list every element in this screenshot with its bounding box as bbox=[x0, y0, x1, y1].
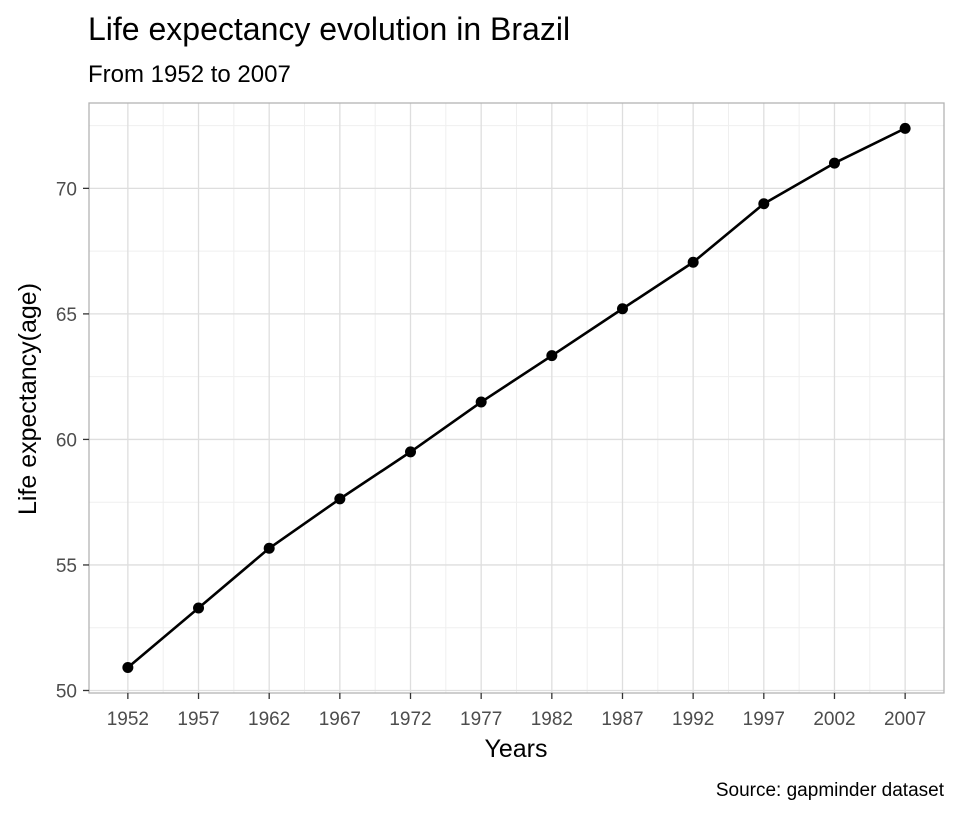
x-tick-label: 1957 bbox=[177, 709, 219, 730]
x-tick-label: 1962 bbox=[248, 709, 290, 730]
x-tick-label: 1992 bbox=[672, 709, 714, 730]
y-tick-label: 55 bbox=[56, 556, 77, 577]
plot-panel bbox=[88, 102, 945, 694]
chart-subtitle: From 1952 to 2007 bbox=[88, 61, 291, 88]
y-axis: 50 55 60 65 70 bbox=[56, 179, 89, 702]
x-tick-label: 2002 bbox=[813, 709, 855, 730]
chart-title: Life expectancy evolution in Brazil bbox=[88, 11, 570, 47]
data-point bbox=[758, 198, 770, 210]
data-point bbox=[122, 661, 134, 673]
data-point bbox=[687, 256, 699, 268]
data-point bbox=[899, 122, 911, 134]
x-tick-label: 1972 bbox=[389, 709, 431, 730]
data-point bbox=[334, 493, 346, 505]
data-point bbox=[263, 542, 275, 554]
data-point bbox=[828, 157, 840, 169]
x-tick-label: 2007 bbox=[884, 709, 926, 730]
grid-minor bbox=[89, 103, 944, 693]
x-axis-title: Years bbox=[484, 735, 547, 763]
x-tick-label: 1977 bbox=[460, 709, 502, 730]
x-tick-label: 1952 bbox=[107, 709, 149, 730]
data-point bbox=[616, 303, 628, 315]
data-point bbox=[546, 350, 558, 362]
y-tick-label: 65 bbox=[56, 305, 77, 326]
y-tick-label: 50 bbox=[56, 681, 77, 702]
x-axis: 1952 1957 1962 1967 1972 1977 1982 1987 1992 1997… bbox=[107, 693, 926, 730]
data-point bbox=[475, 396, 487, 408]
series-line bbox=[127, 127, 906, 669]
data-points bbox=[122, 122, 911, 673]
data-point bbox=[405, 446, 417, 458]
y-tick-label: 70 bbox=[56, 179, 77, 200]
data-point bbox=[193, 602, 205, 614]
panel-border bbox=[88, 102, 945, 694]
x-tick-label: 1987 bbox=[601, 709, 643, 730]
y-axis-title: Life expectancy(age) bbox=[14, 283, 42, 515]
x-tick-label: 1997 bbox=[743, 709, 785, 730]
y-tick-label: 60 bbox=[56, 430, 77, 451]
x-tick-label: 1967 bbox=[319, 709, 361, 730]
x-tick-label: 1982 bbox=[531, 709, 573, 730]
chart-caption: Source: gapminder dataset bbox=[716, 780, 945, 801]
